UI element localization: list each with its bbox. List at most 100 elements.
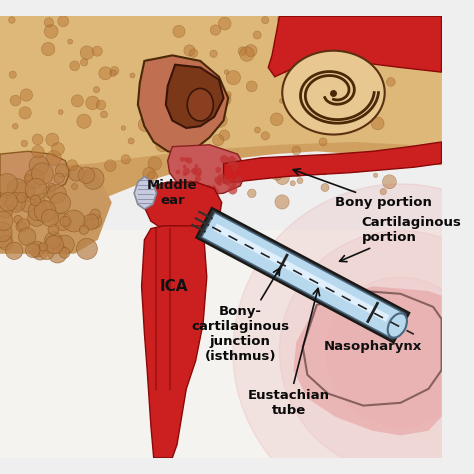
Circle shape bbox=[69, 165, 84, 181]
Circle shape bbox=[11, 199, 23, 210]
Circle shape bbox=[80, 46, 94, 59]
Circle shape bbox=[10, 95, 21, 106]
Polygon shape bbox=[142, 226, 207, 458]
Circle shape bbox=[228, 185, 237, 194]
Circle shape bbox=[219, 130, 230, 140]
Circle shape bbox=[55, 164, 69, 177]
Ellipse shape bbox=[388, 313, 407, 337]
Circle shape bbox=[18, 219, 29, 231]
Circle shape bbox=[67, 160, 78, 171]
Circle shape bbox=[156, 139, 169, 152]
Polygon shape bbox=[268, 16, 441, 77]
Circle shape bbox=[128, 138, 134, 144]
Circle shape bbox=[143, 167, 155, 180]
Circle shape bbox=[380, 189, 386, 195]
Circle shape bbox=[39, 243, 47, 251]
Circle shape bbox=[48, 244, 67, 263]
Circle shape bbox=[351, 159, 364, 173]
Circle shape bbox=[68, 39, 73, 44]
Circle shape bbox=[279, 99, 284, 103]
Circle shape bbox=[189, 49, 198, 57]
Circle shape bbox=[335, 162, 340, 167]
Circle shape bbox=[212, 84, 225, 96]
Circle shape bbox=[72, 95, 83, 107]
Circle shape bbox=[226, 181, 231, 186]
Circle shape bbox=[193, 167, 202, 176]
Circle shape bbox=[104, 160, 116, 172]
Circle shape bbox=[12, 123, 18, 129]
Circle shape bbox=[198, 172, 201, 176]
Circle shape bbox=[319, 166, 328, 175]
Circle shape bbox=[214, 176, 222, 184]
Circle shape bbox=[191, 168, 198, 174]
Circle shape bbox=[92, 46, 102, 56]
Circle shape bbox=[0, 236, 13, 250]
Circle shape bbox=[296, 38, 301, 43]
Circle shape bbox=[223, 179, 228, 184]
Circle shape bbox=[217, 180, 222, 186]
Circle shape bbox=[235, 178, 239, 182]
Circle shape bbox=[292, 164, 304, 177]
Circle shape bbox=[219, 17, 231, 30]
Circle shape bbox=[44, 25, 58, 38]
Circle shape bbox=[29, 241, 45, 257]
Circle shape bbox=[180, 157, 184, 162]
Circle shape bbox=[85, 219, 94, 228]
Circle shape bbox=[0, 211, 13, 230]
Circle shape bbox=[99, 67, 112, 80]
Circle shape bbox=[72, 183, 78, 190]
Circle shape bbox=[183, 168, 190, 175]
Circle shape bbox=[228, 179, 233, 183]
Circle shape bbox=[59, 247, 70, 258]
Circle shape bbox=[275, 50, 280, 55]
Circle shape bbox=[144, 59, 153, 68]
Circle shape bbox=[296, 98, 304, 106]
Circle shape bbox=[212, 188, 219, 195]
Polygon shape bbox=[0, 151, 70, 198]
Circle shape bbox=[345, 83, 351, 90]
Polygon shape bbox=[0, 161, 112, 254]
Circle shape bbox=[34, 196, 45, 207]
Circle shape bbox=[235, 176, 243, 183]
Circle shape bbox=[176, 170, 180, 174]
Circle shape bbox=[192, 185, 200, 193]
Circle shape bbox=[210, 25, 220, 35]
Circle shape bbox=[32, 134, 43, 145]
Circle shape bbox=[21, 140, 27, 146]
Ellipse shape bbox=[282, 51, 385, 135]
Circle shape bbox=[121, 155, 130, 164]
Polygon shape bbox=[166, 64, 224, 128]
Polygon shape bbox=[224, 142, 441, 182]
Circle shape bbox=[44, 18, 54, 27]
Circle shape bbox=[253, 31, 261, 39]
Circle shape bbox=[20, 197, 35, 212]
Circle shape bbox=[32, 146, 44, 158]
Circle shape bbox=[0, 194, 9, 202]
Polygon shape bbox=[201, 212, 404, 338]
Circle shape bbox=[25, 174, 32, 181]
Polygon shape bbox=[168, 145, 247, 195]
Circle shape bbox=[51, 143, 64, 155]
Circle shape bbox=[192, 184, 197, 189]
Circle shape bbox=[261, 132, 269, 140]
Circle shape bbox=[220, 155, 228, 164]
Circle shape bbox=[210, 50, 217, 57]
Circle shape bbox=[218, 173, 226, 182]
Circle shape bbox=[32, 244, 48, 260]
Circle shape bbox=[192, 188, 198, 193]
Circle shape bbox=[247, 189, 256, 198]
Circle shape bbox=[25, 169, 44, 188]
Text: Bony-
cartilaginous
junction
(isthmus): Bony- cartilaginous junction (isthmus) bbox=[191, 268, 290, 363]
Circle shape bbox=[26, 243, 40, 257]
Circle shape bbox=[93, 87, 100, 93]
Polygon shape bbox=[0, 230, 441, 458]
Circle shape bbox=[43, 186, 55, 198]
Circle shape bbox=[20, 89, 33, 101]
Circle shape bbox=[7, 179, 27, 199]
Text: ICA: ICA bbox=[160, 279, 189, 294]
Circle shape bbox=[42, 42, 55, 56]
Circle shape bbox=[371, 117, 384, 130]
Circle shape bbox=[19, 107, 31, 119]
Circle shape bbox=[54, 173, 64, 183]
Circle shape bbox=[138, 118, 153, 132]
